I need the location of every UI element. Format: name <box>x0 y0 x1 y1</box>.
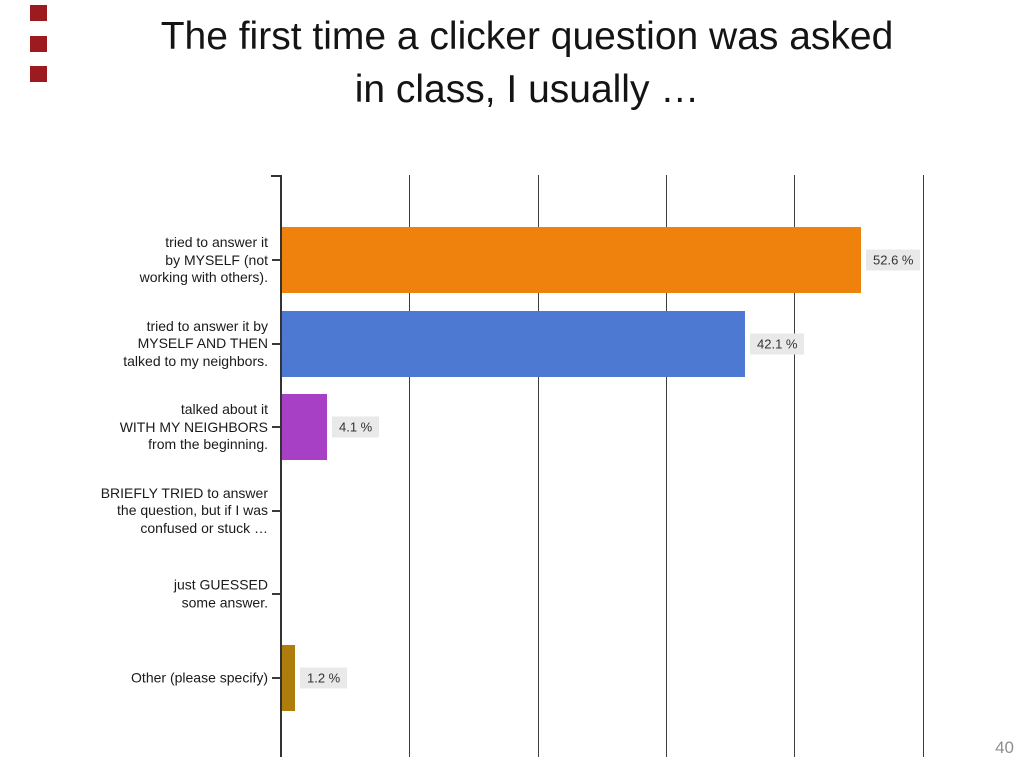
y-axis-line <box>280 175 282 757</box>
gridline <box>538 175 539 757</box>
category-label: Other (please specify) <box>131 669 268 686</box>
bar <box>282 645 295 711</box>
y-axis-top-cap <box>271 175 282 177</box>
page-number: 40 <box>995 738 1014 757</box>
value-label: 4.1 % <box>332 416 380 438</box>
axis-tick <box>272 509 281 512</box>
gridline <box>666 175 667 757</box>
value-label: 52.6 % <box>866 249 921 271</box>
gridline <box>923 175 924 757</box>
category-label: tried to answer it by MYSELF (not workin… <box>139 233 268 285</box>
red-square-marker <box>30 5 47 21</box>
slide-title-line2: in class, I usually … <box>354 68 700 111</box>
red-square-marker <box>30 66 47 82</box>
value-label: 42.1 % <box>750 333 805 355</box>
axis-tick <box>272 677 281 679</box>
category-label: BRIEFLY TRIED to answer the question, bu… <box>100 484 268 536</box>
category-label: just GUESSED some answer. <box>173 576 268 611</box>
bar <box>282 310 745 377</box>
red-square-marker <box>30 35 47 52</box>
axis-tick <box>272 426 281 429</box>
category-label: talked about it WITH MY NEIGHBORS from t… <box>119 400 268 452</box>
gridline <box>409 175 410 757</box>
bar <box>282 227 861 293</box>
axis-tick <box>272 342 281 345</box>
value-label: 1.2 % <box>300 667 348 689</box>
slide-title-line1: The first time a clicker question was as… <box>160 15 894 58</box>
slide-title: The first time a clicker question was as… <box>30 10 1024 116</box>
bar <box>282 394 327 461</box>
axis-tick <box>272 593 281 596</box>
axis-tick <box>272 259 281 261</box>
gridline <box>794 175 795 757</box>
category-label: tried to answer it by MYSELF AND THEN ta… <box>123 317 268 369</box>
